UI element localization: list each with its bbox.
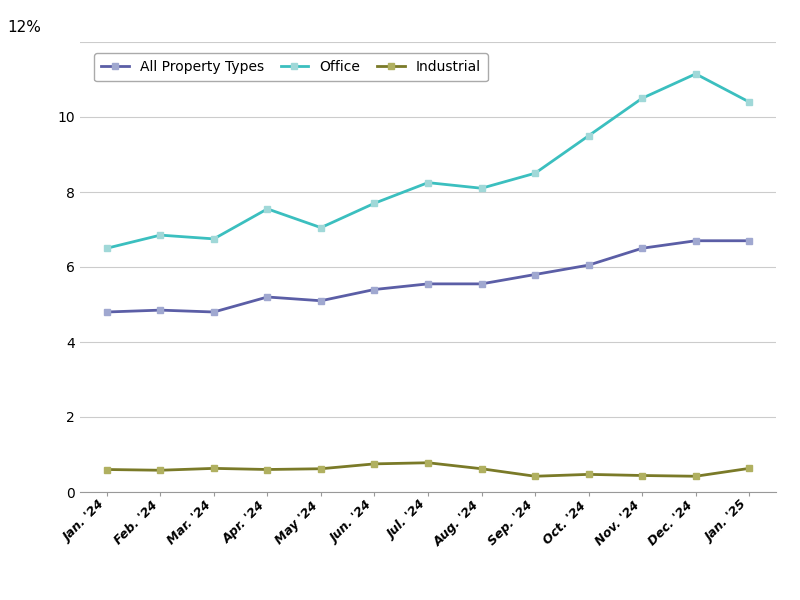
Industrial (370, 460, 379, 467)
All Property Types (691, 237, 701, 244)
Industrial (102, 466, 111, 473)
Office (423, 179, 433, 186)
All Property Types (477, 280, 486, 287)
Office (209, 235, 218, 242)
All Property Types (316, 297, 326, 304)
Line: Industrial: Industrial (103, 459, 753, 480)
Industrial (477, 465, 486, 472)
Industrial (584, 471, 594, 478)
All Property Types (155, 307, 165, 314)
All Property Types (102, 308, 111, 316)
Office (262, 205, 272, 212)
Line: All Property Types: All Property Types (103, 237, 753, 316)
Office (530, 170, 540, 177)
Office (370, 200, 379, 207)
All Property Types (423, 280, 433, 287)
Industrial (262, 466, 272, 473)
Legend: All Property Types, Office, Industrial: All Property Types, Office, Industrial (94, 53, 488, 82)
Office (638, 95, 647, 102)
Office (477, 185, 486, 192)
Industrial (155, 467, 165, 474)
All Property Types (584, 262, 594, 269)
Industrial (423, 459, 433, 466)
All Property Types (262, 293, 272, 301)
Line: Office: Office (103, 70, 753, 252)
Office (691, 70, 701, 77)
Industrial (638, 472, 647, 479)
Industrial (691, 473, 701, 480)
Text: 12%: 12% (8, 20, 42, 35)
Industrial (745, 465, 754, 472)
All Property Types (745, 237, 754, 244)
Office (155, 232, 165, 239)
Industrial (530, 473, 540, 480)
Industrial (316, 465, 326, 472)
All Property Types (209, 308, 218, 316)
All Property Types (370, 286, 379, 293)
Industrial (209, 465, 218, 472)
Office (745, 98, 754, 106)
All Property Types (638, 245, 647, 252)
Office (316, 224, 326, 231)
Office (102, 245, 111, 252)
Office (584, 132, 594, 139)
All Property Types (530, 271, 540, 278)
